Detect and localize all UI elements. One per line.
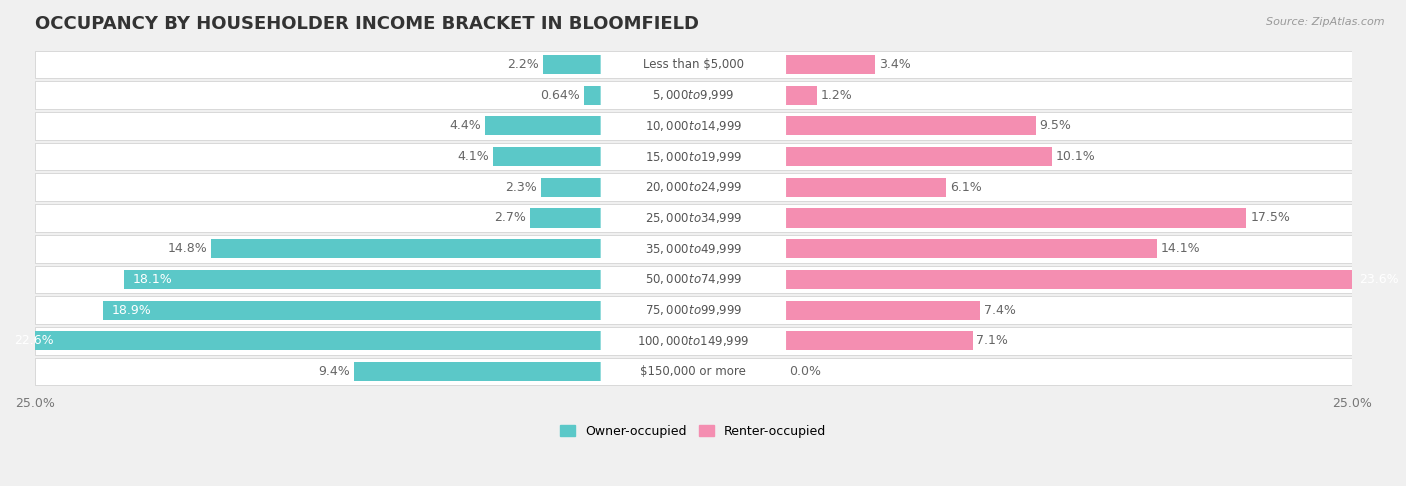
FancyBboxPatch shape bbox=[600, 269, 786, 290]
Bar bbox=[786, 116, 1036, 135]
Bar bbox=[540, 178, 602, 197]
Text: $15,000 to $19,999: $15,000 to $19,999 bbox=[644, 150, 742, 164]
Bar bbox=[125, 270, 602, 289]
Bar bbox=[35, 296, 1351, 324]
Text: 6.1%: 6.1% bbox=[950, 181, 981, 194]
Text: $25,000 to $34,999: $25,000 to $34,999 bbox=[644, 211, 742, 225]
Legend: Owner-occupied, Renter-occupied: Owner-occupied, Renter-occupied bbox=[555, 420, 831, 443]
Text: $50,000 to $74,999: $50,000 to $74,999 bbox=[644, 273, 742, 286]
FancyBboxPatch shape bbox=[600, 116, 786, 136]
Text: 14.8%: 14.8% bbox=[167, 242, 208, 255]
FancyBboxPatch shape bbox=[600, 330, 786, 351]
Text: Source: ZipAtlas.com: Source: ZipAtlas.com bbox=[1267, 17, 1385, 27]
Text: Less than $5,000: Less than $5,000 bbox=[643, 58, 744, 71]
Text: 14.1%: 14.1% bbox=[1161, 242, 1201, 255]
Bar bbox=[786, 178, 946, 197]
Text: 2.2%: 2.2% bbox=[508, 58, 540, 71]
FancyBboxPatch shape bbox=[600, 85, 786, 105]
Bar bbox=[35, 235, 1351, 262]
Bar bbox=[35, 174, 1351, 201]
Bar bbox=[354, 362, 602, 381]
FancyBboxPatch shape bbox=[600, 146, 786, 167]
Text: $150,000 or more: $150,000 or more bbox=[640, 365, 747, 378]
FancyBboxPatch shape bbox=[600, 54, 786, 74]
Text: 1.2%: 1.2% bbox=[821, 88, 853, 102]
Text: $10,000 to $14,999: $10,000 to $14,999 bbox=[644, 119, 742, 133]
Text: $100,000 to $149,999: $100,000 to $149,999 bbox=[637, 334, 749, 348]
Text: 2.3%: 2.3% bbox=[505, 181, 537, 194]
FancyBboxPatch shape bbox=[600, 362, 786, 382]
Bar bbox=[543, 55, 602, 74]
Text: 9.4%: 9.4% bbox=[318, 365, 350, 378]
FancyBboxPatch shape bbox=[600, 239, 786, 259]
Bar bbox=[786, 301, 980, 320]
Bar bbox=[494, 147, 602, 166]
Bar bbox=[786, 147, 1052, 166]
Bar bbox=[485, 116, 602, 135]
Bar bbox=[211, 239, 602, 258]
Text: 0.64%: 0.64% bbox=[541, 88, 581, 102]
Bar bbox=[786, 270, 1406, 289]
Text: $5,000 to $9,999: $5,000 to $9,999 bbox=[652, 88, 734, 102]
Text: 22.6%: 22.6% bbox=[14, 334, 53, 347]
FancyBboxPatch shape bbox=[600, 300, 786, 320]
Text: 4.4%: 4.4% bbox=[450, 120, 481, 132]
Text: $75,000 to $99,999: $75,000 to $99,999 bbox=[644, 303, 742, 317]
Text: $20,000 to $24,999: $20,000 to $24,999 bbox=[644, 180, 742, 194]
Bar bbox=[786, 55, 875, 74]
Bar bbox=[786, 239, 1157, 258]
Bar bbox=[104, 301, 602, 320]
Bar bbox=[585, 86, 602, 104]
Bar bbox=[35, 204, 1351, 232]
Bar bbox=[35, 51, 1351, 78]
Text: OCCUPANCY BY HOUSEHOLDER INCOME BRACKET IN BLOOMFIELD: OCCUPANCY BY HOUSEHOLDER INCOME BRACKET … bbox=[35, 15, 699, 33]
Bar bbox=[35, 327, 1351, 355]
Bar bbox=[6, 331, 602, 350]
Text: 7.1%: 7.1% bbox=[977, 334, 1008, 347]
Bar bbox=[35, 112, 1351, 139]
Bar bbox=[35, 143, 1351, 171]
Bar bbox=[786, 86, 817, 104]
Text: 2.7%: 2.7% bbox=[495, 211, 526, 225]
Bar bbox=[35, 265, 1351, 293]
Text: 17.5%: 17.5% bbox=[1250, 211, 1291, 225]
Bar bbox=[786, 331, 973, 350]
FancyBboxPatch shape bbox=[600, 177, 786, 197]
Text: 0.0%: 0.0% bbox=[790, 365, 821, 378]
Text: 3.4%: 3.4% bbox=[879, 58, 911, 71]
Text: $35,000 to $49,999: $35,000 to $49,999 bbox=[644, 242, 742, 256]
Text: 23.6%: 23.6% bbox=[1360, 273, 1399, 286]
Bar bbox=[530, 208, 602, 227]
Text: 18.9%: 18.9% bbox=[111, 304, 150, 317]
Text: 18.1%: 18.1% bbox=[132, 273, 172, 286]
FancyBboxPatch shape bbox=[600, 208, 786, 228]
Bar bbox=[786, 208, 1247, 227]
Text: 9.5%: 9.5% bbox=[1039, 120, 1071, 132]
Text: 7.4%: 7.4% bbox=[984, 304, 1017, 317]
Text: 4.1%: 4.1% bbox=[457, 150, 489, 163]
Bar bbox=[35, 81, 1351, 109]
Bar bbox=[35, 358, 1351, 385]
Text: 10.1%: 10.1% bbox=[1056, 150, 1095, 163]
